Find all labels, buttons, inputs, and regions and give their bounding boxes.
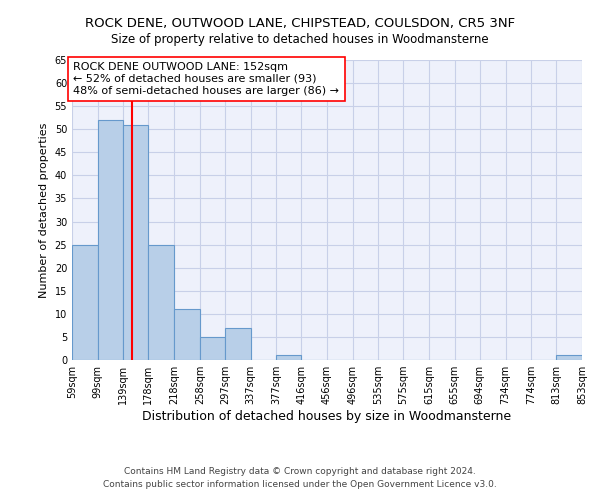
Text: Contains public sector information licensed under the Open Government Licence v3: Contains public sector information licen…: [103, 480, 497, 489]
Bar: [225, 328, 251, 360]
Bar: [276, 356, 301, 360]
Text: Contains HM Land Registry data © Crown copyright and database right 2024.: Contains HM Land Registry data © Crown c…: [124, 467, 476, 476]
Text: ROCK DENE OUTWOOD LANE: 152sqm
← 52% of detached houses are smaller (93)
48% of : ROCK DENE OUTWOOD LANE: 152sqm ← 52% of …: [73, 62, 339, 96]
Bar: [72, 244, 98, 360]
Bar: [124, 124, 148, 360]
Text: Size of property relative to detached houses in Woodmansterne: Size of property relative to detached ho…: [111, 32, 489, 46]
Bar: [148, 244, 174, 360]
Text: ROCK DENE, OUTWOOD LANE, CHIPSTEAD, COULSDON, CR5 3NF: ROCK DENE, OUTWOOD LANE, CHIPSTEAD, COUL…: [85, 18, 515, 30]
Bar: [556, 356, 582, 360]
Bar: [200, 337, 225, 360]
Bar: [98, 120, 124, 360]
Bar: [174, 309, 200, 360]
Y-axis label: Number of detached properties: Number of detached properties: [39, 122, 49, 298]
X-axis label: Distribution of detached houses by size in Woodmansterne: Distribution of detached houses by size …: [142, 410, 512, 423]
